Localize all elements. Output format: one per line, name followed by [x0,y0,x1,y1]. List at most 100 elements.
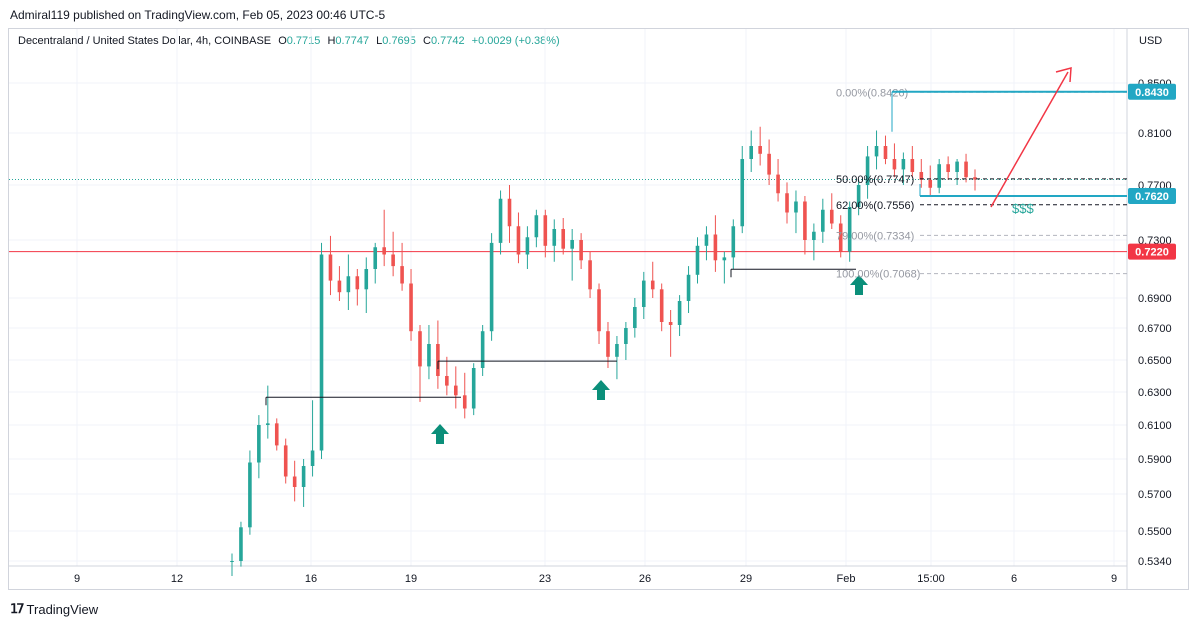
candle [606,322,610,368]
candle [874,130,879,170]
candle-body [928,179,933,188]
candle-body [239,527,243,561]
candle-body [507,198,512,227]
candle [892,143,897,178]
y-tick-label: 0.6700 [1138,323,1172,335]
price-badge [1128,83,1176,100]
candle-body [615,344,619,357]
close-value: 0.7742 [430,35,465,47]
y-tick-label: 0.6500 [1138,355,1172,367]
candle [633,298,637,338]
price-badge-label: 0.8430 [1135,87,1169,99]
candle-body [588,260,592,290]
candle [668,310,673,357]
candle-body [525,237,530,255]
candle [579,233,583,269]
price-badge-label: 0.7220 [1135,247,1169,259]
y-tick-label: 0.6900 [1138,293,1172,305]
candle [319,242,324,459]
candle [266,385,270,439]
candle [821,198,825,243]
candle [659,283,664,332]
candle-body [856,185,861,207]
candle-body [418,331,422,367]
candle [624,322,628,360]
candle-body [382,247,386,255]
candle [740,146,745,234]
candle-body [767,153,771,175]
candle-body [606,331,610,357]
candle [847,201,852,262]
candle-body [758,146,762,154]
candle-body [471,368,476,409]
candle [462,372,467,419]
candle-body [257,425,261,463]
candle [955,159,959,185]
candle-body [659,289,664,322]
close-label: C [422,35,431,47]
candle-body [892,159,897,170]
candle-body [838,223,843,252]
fib-level-label: 50.00%(0.7747) [836,174,914,186]
candle-body [794,201,798,213]
candle-body [436,344,440,376]
y-tick-label: 0.5500 [1138,526,1172,538]
low-label: L [376,35,383,47]
fib-level-label: 100.00%(0.7068) [836,269,920,281]
candle [292,460,297,502]
candle-body [462,395,467,409]
candle-body [633,307,637,328]
high-label: H [327,35,336,47]
candle [453,366,458,409]
candle-body [373,247,378,269]
candle-body [964,161,968,178]
candle [391,231,395,277]
candle [588,251,592,298]
candle [257,415,261,479]
up-arrow-icon [431,424,449,444]
x-tick-label: 15:00 [917,573,945,585]
candle [776,159,780,202]
x-tick-label: 9 [74,573,80,585]
symbol-label: Decentraland / United States Dollar, 4h,… [18,35,272,47]
candle-body [489,242,494,332]
candle [910,146,915,178]
candle-body [409,283,413,332]
candle-body [337,280,342,293]
candle [436,320,440,389]
candle-body [955,161,959,172]
footer-brand: TradingView [26,601,99,617]
candle [722,251,727,284]
candle-body [579,240,583,261]
candle-body [847,207,852,252]
candle [641,271,646,319]
candle [615,336,619,380]
candle [919,159,924,188]
candle [418,325,422,402]
candle [409,269,413,341]
candle-body [516,226,521,255]
projection-arrow-head-icon [1055,67,1072,83]
candle-body [937,164,941,188]
candle-body [704,234,709,246]
candle-body [552,229,557,246]
candle [248,450,252,535]
y-tick-label: 0.6100 [1138,420,1172,432]
candle [239,521,243,567]
candle-body [740,159,745,227]
candle [964,153,968,183]
candle-body [301,466,306,487]
candle-body [883,146,888,159]
candle [543,209,548,258]
candle [650,261,655,298]
candle-body [543,215,548,246]
candle [400,242,404,291]
candle-body [776,174,780,194]
candle [552,219,557,262]
candle [570,229,574,281]
candle-body [400,266,404,284]
candle-body [248,462,252,528]
y-tick-label: 0.5900 [1138,454,1172,466]
candle-body [445,376,449,386]
